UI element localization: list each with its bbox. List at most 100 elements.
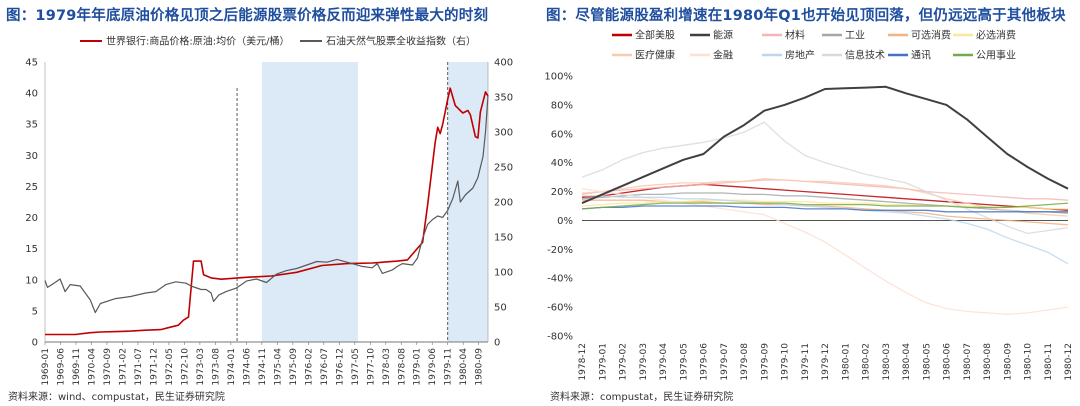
x-tick-label: 1979-01 bbox=[598, 343, 608, 381]
left-chart-title: 图：1979年年底原油价格见顶之后能源股票价格反而迎来弹性最大的时刻 bbox=[6, 8, 489, 24]
legend-label-1: 世界银行:商品价格:原油:均价（美元/桶） bbox=[106, 35, 289, 48]
x-tick-label: 1970-04 bbox=[87, 348, 97, 386]
oil-price-line bbox=[45, 87, 489, 336]
y-right-tick-label: 250 bbox=[494, 163, 513, 174]
right-chart-title: 图：尽管能源股盈利增速在1980年Q1也开始见顶回落，但仍远远高于其他板块 bbox=[546, 8, 1066, 24]
x-tick-label: 1978-03 bbox=[382, 348, 392, 386]
series-line-材料 bbox=[581, 179, 1069, 201]
right-chart-panel: 图：尽管能源股盈利增速在1980年Q1也开始见顶回落，但仍远远高于其他板块 -8… bbox=[540, 0, 1080, 406]
y-right-tick-label: 100 bbox=[494, 268, 513, 279]
x-tick-label: 1979-01 bbox=[413, 348, 423, 386]
y-left-tick-label: 30 bbox=[25, 151, 38, 162]
legend-label-能源: 能源 bbox=[713, 29, 733, 42]
legend-label-全部美股: 全部美股 bbox=[635, 29, 675, 42]
x-tick-label: 1979-05 bbox=[679, 343, 689, 381]
x-tick-label: 1980-05 bbox=[922, 343, 932, 381]
series-line-公用事业 bbox=[581, 202, 1069, 210]
y-right-tick-label: 150 bbox=[494, 233, 513, 244]
x-tick-label: 1979-04 bbox=[659, 343, 669, 381]
x-tick-label: 1979-08 bbox=[740, 343, 750, 381]
right-chart-source: 资料来源：compustat，民生证券研究院 bbox=[550, 392, 734, 403]
x-tick-label: 1980-09 bbox=[475, 348, 485, 386]
x-tick-label: 1980-09 bbox=[1003, 343, 1013, 381]
y-left-tick-label: 25 bbox=[25, 182, 38, 193]
x-tick-label: 1980-04 bbox=[459, 348, 469, 386]
series-line-能源 bbox=[581, 85, 1069, 205]
x-tick-label: 1980-12 bbox=[1064, 343, 1074, 381]
y-right-tick-label: 400 bbox=[494, 58, 513, 69]
x-tick-label: 1980-08 bbox=[983, 343, 993, 381]
y-tick-label: -40% bbox=[547, 274, 573, 285]
x-tick-label: 1977-10 bbox=[366, 348, 376, 386]
x-tick-label: 1974-11 bbox=[258, 348, 268, 386]
series-line-信息技术 bbox=[581, 121, 1069, 235]
y-left-tick-label: 40 bbox=[25, 89, 38, 100]
y-tick-label: 0% bbox=[557, 216, 573, 227]
left-chart-svg: 0 5 10 15 20 25 30 35 40 45 0 50 100 150 200 250 300 350 4… bbox=[25, 35, 513, 386]
y-left-tick-label: 15 bbox=[25, 244, 38, 255]
x-tick-label: 1971-07 bbox=[134, 348, 144, 386]
y-right-tick-label: 300 bbox=[494, 128, 513, 139]
x-tick-label: 1976-12 bbox=[335, 348, 345, 386]
y-tick-label: 60% bbox=[551, 129, 573, 140]
y-right-tick-label: 350 bbox=[494, 93, 513, 104]
series-line-房地产 bbox=[582, 195, 1069, 265]
y-right-tick-label: 50 bbox=[494, 303, 507, 314]
x-tick-label: 1979-06 bbox=[700, 343, 710, 381]
x-tick-label: 1969-06 bbox=[56, 348, 66, 386]
y-left-tick-label: 35 bbox=[25, 120, 38, 131]
x-tick-label: 1969-11 bbox=[72, 348, 82, 386]
x-tick-label: 1980-10 bbox=[1024, 343, 1034, 381]
x-tick-label: 1979-12 bbox=[821, 343, 831, 381]
x-tick-label: 1980-06 bbox=[943, 343, 953, 381]
shaded-period-1 bbox=[261, 62, 358, 342]
energy-stock-index-line bbox=[44, 95, 489, 314]
x-tick-label: 1975-04 bbox=[273, 348, 283, 386]
y-tick-label: 20% bbox=[551, 187, 573, 198]
x-tick-label: 1980-03 bbox=[882, 343, 892, 381]
x-tick-label: 1971-02 bbox=[118, 348, 128, 386]
x-tick-label: 1973-03 bbox=[196, 348, 206, 386]
right-chart-svg: -80% -60% -40% -20% 0% 20% 40% 60% 80% 100% 1978-1… bbox=[544, 29, 1074, 381]
x-tick-label: 1978-08 bbox=[397, 348, 407, 386]
series-line-金融 bbox=[581, 188, 1069, 315]
legend-label-金融: 金融 bbox=[713, 49, 733, 62]
y-tick-label: 100% bbox=[544, 72, 573, 83]
x-tick-label: 1969-01 bbox=[41, 348, 51, 386]
legend-label-2: 石油天然气股票全收益指数（右） bbox=[326, 35, 476, 48]
x-tick-label: 1980-02 bbox=[862, 343, 872, 381]
x-tick-label: 1979-03 bbox=[639, 343, 649, 381]
x-tick-label: 1979-06 bbox=[428, 348, 438, 386]
x-tick-label: 1972-10 bbox=[180, 348, 190, 386]
y-tick-label: -60% bbox=[547, 303, 573, 314]
y-left-tick-label: 5 bbox=[32, 306, 38, 317]
x-tick-label: 1980-04 bbox=[902, 343, 912, 381]
left-chart-panel: 图：1979年年底原油价格见顶之后能源股票价格反而迎来弹性最大的时刻 0 5 10 1… bbox=[6, 8, 513, 403]
legend-label-公用事业: 公用事业 bbox=[976, 49, 1016, 62]
x-tick-label: 1979-11 bbox=[801, 343, 811, 381]
legend-label-通讯: 通讯 bbox=[911, 50, 931, 62]
y-left-tick-label: 0 bbox=[32, 338, 38, 349]
y-right-tick-label: 200 bbox=[494, 198, 513, 209]
series-line-工业 bbox=[581, 192, 1069, 214]
left-chart-source: 资料来源：wind、compustat，民生证券研究院 bbox=[8, 392, 225, 403]
x-tick-label: 1979-10 bbox=[781, 343, 791, 381]
y-tick-label: 80% bbox=[551, 100, 573, 111]
legend-label-医疗健康: 医疗健康 bbox=[635, 49, 675, 62]
y-tick-label: -20% bbox=[547, 245, 573, 256]
x-tick-label: 1976-07 bbox=[320, 348, 330, 386]
x-tick-label: 1979-02 bbox=[619, 343, 629, 381]
x-tick-label: 1974-01 bbox=[227, 348, 237, 386]
y-left-tick-label: 10 bbox=[25, 275, 38, 286]
x-tick-label: 1980-11 bbox=[1044, 343, 1054, 381]
x-tick-label: 1980-07 bbox=[963, 343, 973, 381]
x-tick-label: 1975-09 bbox=[289, 348, 299, 386]
x-tick-label: 1972-05 bbox=[165, 348, 175, 386]
legend-label-材料: 材料 bbox=[785, 29, 805, 42]
x-tick-label: 1971-12 bbox=[149, 348, 159, 386]
legend-label-信息技术: 信息技术 bbox=[845, 49, 885, 62]
y-left-tick-label: 45 bbox=[25, 58, 38, 69]
legend-label-房地产: 房地产 bbox=[785, 49, 815, 62]
legend-label-工业: 工业 bbox=[845, 30, 865, 42]
y-tick-label: 40% bbox=[551, 158, 573, 169]
